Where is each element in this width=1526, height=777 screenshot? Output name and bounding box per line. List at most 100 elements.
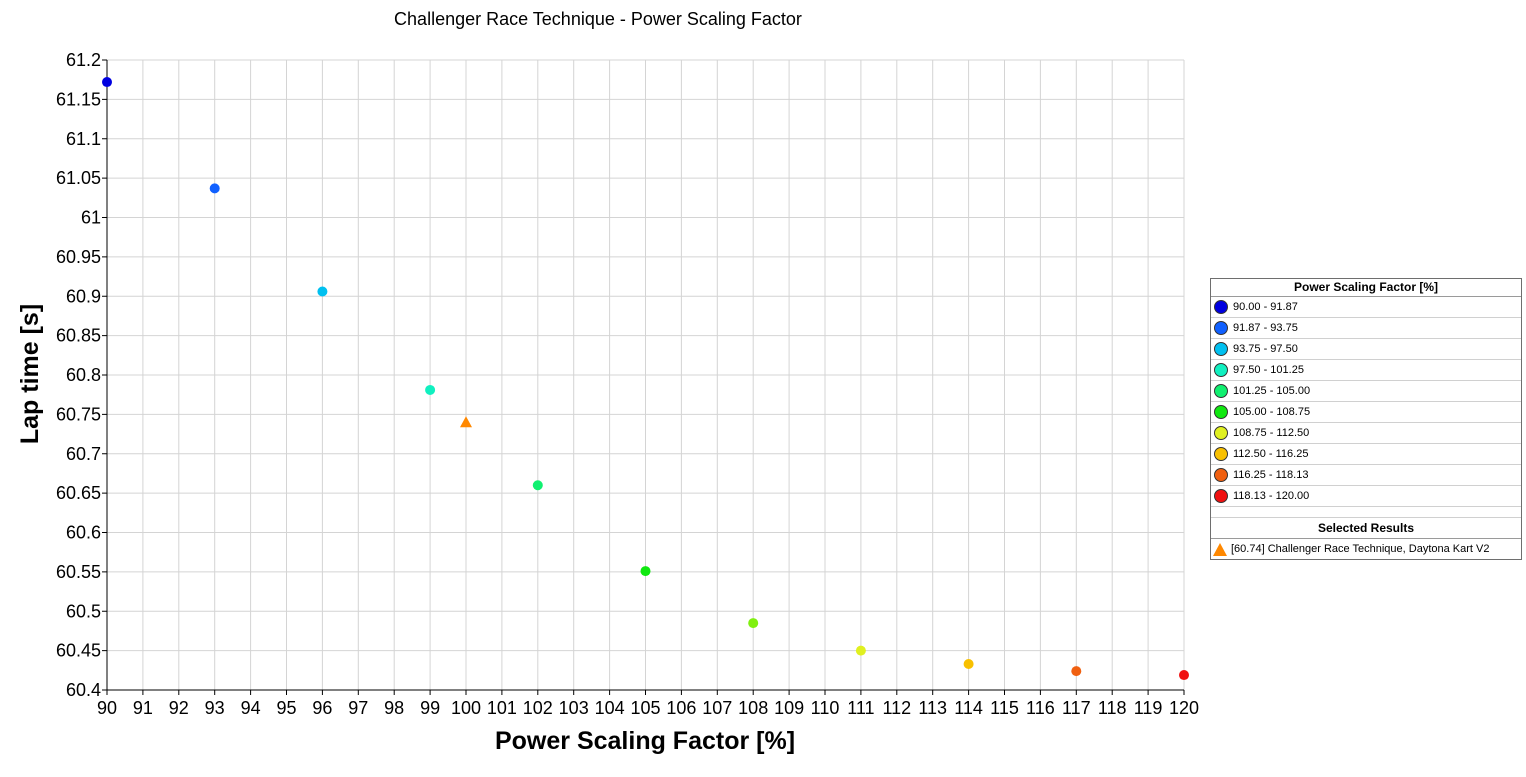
y-tick-label: 60.9 — [66, 286, 101, 306]
legend-swatch-icon — [1214, 363, 1228, 377]
legend-entry: 118.13 - 120.00 — [1211, 486, 1521, 507]
legend-divider — [1211, 507, 1521, 518]
legend-entry: 97.50 - 101.25 — [1211, 360, 1521, 381]
legend-swatch-icon — [1214, 405, 1228, 419]
x-tick-label: 118 — [1098, 698, 1127, 718]
legend-entry-label: 101.25 - 105.00 — [1233, 385, 1311, 397]
selected-results-title: Selected Results — [1211, 518, 1521, 539]
legend-swatch-icon — [1214, 426, 1228, 440]
legend-entry: 90.00 - 91.87 — [1211, 297, 1521, 318]
x-tick-label: 90 — [97, 698, 117, 718]
data-point — [855, 645, 866, 656]
y-tick-label: 61.2 — [66, 50, 101, 70]
legend-swatch-icon — [1214, 300, 1228, 314]
y-tick-label: 61.05 — [56, 168, 101, 188]
y-tick-label: 60.75 — [56, 404, 101, 424]
x-tick-label: 96 — [312, 698, 332, 718]
legend-swatch-icon — [1214, 447, 1228, 461]
legend-swatch-icon — [1214, 342, 1228, 356]
legend-entry-label: 108.75 - 112.50 — [1233, 427, 1310, 439]
legend-entry-label: 112.50 - 116.25 — [1233, 448, 1309, 460]
legend-entry: 105.00 - 108.75 — [1211, 402, 1521, 423]
x-tick-label: 102 — [523, 698, 553, 718]
legend-entry-label: 93.75 - 97.50 — [1233, 343, 1298, 355]
x-tick-label: 111 — [847, 698, 874, 718]
x-tick-label: 107 — [702, 698, 732, 718]
data-point — [532, 480, 543, 491]
x-tick-label: 101 — [487, 698, 517, 718]
x-tick-label: 92 — [169, 698, 189, 718]
x-tick-label: 114 — [954, 698, 983, 718]
legend-entry-label: 90.00 - 91.87 — [1233, 301, 1298, 313]
x-tick-label: 116 — [1026, 698, 1055, 718]
data-point — [425, 384, 436, 395]
x-tick-label: 104 — [595, 698, 625, 718]
y-tick-label: 60.8 — [66, 365, 101, 385]
x-tick-label: 100 — [451, 698, 481, 718]
legend-entry-label: 116.25 - 118.13 — [1233, 469, 1309, 481]
y-tick-label: 60.5 — [66, 601, 101, 621]
legend-entry: 93.75 - 97.50 — [1211, 339, 1521, 360]
legend-entry-label: 118.13 - 120.00 — [1233, 490, 1310, 502]
legend-entry-label: 97.50 - 101.25 — [1233, 364, 1304, 376]
x-axis-label: Power Scaling Factor [%] — [495, 727, 795, 755]
selected-result-label: [60.74] Challenger Race Technique, Dayto… — [1231, 543, 1490, 555]
y-tick-label: 60.7 — [66, 444, 101, 464]
y-tick-label: 60.6 — [66, 523, 101, 543]
x-tick-label: 98 — [384, 698, 404, 718]
x-tick-label: 119 — [1134, 698, 1163, 718]
y-tick-label: 60.65 — [56, 483, 101, 503]
x-tick-label: 110 — [811, 698, 840, 718]
data-point — [209, 183, 220, 194]
data-point — [102, 77, 112, 88]
legend-entry: 108.75 - 112.50 — [1211, 423, 1521, 444]
x-tick-label: 112 — [882, 698, 911, 718]
x-tick-label: 113 — [918, 698, 947, 718]
legend-swatch-icon — [1214, 321, 1228, 335]
legend-entry-label: 105.00 - 108.75 — [1233, 406, 1311, 418]
selected-point-triangle — [460, 416, 472, 428]
x-tick-label: 99 — [420, 698, 440, 718]
data-point — [963, 659, 974, 670]
x-tick-label: 103 — [559, 698, 589, 718]
x-tick-label: 120 — [1169, 698, 1199, 718]
y-tick-label: 60.95 — [56, 247, 101, 267]
data-point — [748, 618, 759, 629]
x-tick-label: 97 — [348, 698, 368, 718]
triangle-marker-icon — [1213, 542, 1227, 556]
x-tick-label: 115 — [990, 698, 1019, 718]
axes — [102, 59, 1185, 695]
chart-title: Challenger Race Technique - Power Scalin… — [394, 9, 802, 29]
x-tick-label: 105 — [630, 698, 660, 718]
legend: Power Scaling Factor [%] 90.00 - 91.87 91… — [1210, 278, 1522, 560]
legend-entry: 112.50 - 116.25 — [1211, 444, 1521, 465]
y-tick-label: 61.1 — [66, 129, 101, 149]
legend-title: Power Scaling Factor [%] — [1211, 279, 1521, 297]
data-point — [1071, 666, 1082, 677]
y-axis-label: Lap time [s] — [16, 304, 44, 444]
y-tick-label: 60.4 — [66, 680, 101, 700]
grid-lines — [106, 59, 1185, 691]
y-tick-labels: 60.4 60.45 60.5 60.55 60.6 60.65 60.7 60.75 60.8… — [56, 50, 101, 700]
legend-entry: 101.25 - 105.00 — [1211, 381, 1521, 402]
x-tick-labels: 90 91 92 93 94 95 96 97 98 99 100 101 102 103 104 105 10… — [97, 698, 1199, 718]
x-tick-label: 95 — [276, 698, 296, 718]
x-tick-label: 93 — [205, 698, 225, 718]
legend-entries: 90.00 - 91.87 91.87 - 93.75 93.75 - 97.50 9… — [1211, 297, 1521, 507]
x-tick-label: 91 — [133, 698, 153, 718]
x-tick-label: 106 — [666, 698, 696, 718]
y-tick-label: 61 — [81, 208, 101, 228]
x-tick-label: 94 — [241, 698, 261, 718]
x-tick-label: 108 — [738, 698, 768, 718]
x-tick-label: 109 — [774, 698, 804, 718]
y-tick-label: 61.15 — [56, 89, 101, 109]
legend-swatch-icon — [1214, 468, 1228, 482]
data-points — [102, 77, 1189, 681]
data-point — [317, 286, 328, 297]
x-tick-label: 117 — [1062, 698, 1091, 718]
data-point — [1179, 670, 1189, 681]
legend-entry: 91.87 - 93.75 — [1211, 318, 1521, 339]
legend-entry: 116.25 - 118.13 — [1211, 465, 1521, 486]
y-tick-label: 60.85 — [56, 326, 101, 346]
